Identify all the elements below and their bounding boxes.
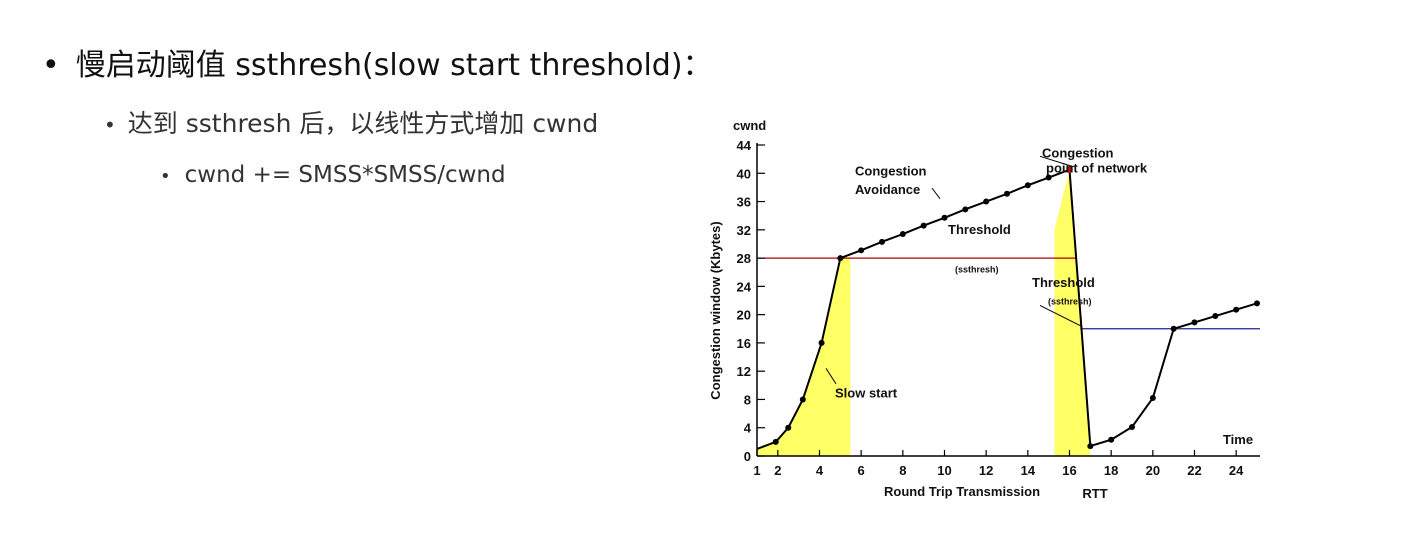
bullet-dot: • (160, 166, 171, 187)
y-top-label: cwnd (733, 118, 766, 133)
x-tick-label: 24 (1229, 463, 1244, 478)
data-point (983, 198, 990, 205)
data-point (837, 255, 844, 262)
threshold-lines (757, 257, 1260, 330)
data-point (1191, 319, 1198, 326)
x-tick-label: 12 (979, 463, 993, 478)
congestion-point-label-1: Congestion (1042, 146, 1114, 161)
y-tick-label: 32 (737, 223, 751, 238)
data-point (1254, 300, 1260, 307)
threshold-sublabel-1: (ssthresh) (955, 265, 999, 275)
data-point (879, 238, 885, 245)
y-tick-label: 40 (737, 166, 751, 181)
slow-start-fills (757, 169, 1091, 456)
data-point (1233, 306, 1240, 313)
y-tick-label: 12 (737, 364, 751, 379)
threshold-label-1: Threshold (948, 222, 1011, 237)
cwnd-line (756, 168, 1258, 450)
x-end-label: Time (1223, 432, 1253, 447)
x-tick-label: 6 (858, 463, 865, 478)
x-tick-label: 4 (816, 463, 824, 478)
x-axis-unit: RTT (1082, 486, 1107, 501)
x-tick-label: 16 (1062, 463, 1076, 478)
chart-labels: cwnd Congestion window (Kbytes) Round Trip… (708, 118, 1253, 501)
slow-start-fill-2 (1054, 169, 1091, 456)
bullet-level3: • cwnd += SMSS*SMSS/cwnd (160, 162, 506, 188)
data-point (962, 206, 969, 213)
threshold-pointer-2 (1039, 305, 1083, 328)
y-tick-label: 44 (737, 138, 752, 153)
data-point (899, 231, 906, 238)
slow-start-label: Slow start (835, 385, 898, 400)
y-tick-label: 0 (744, 449, 751, 464)
x-tick-label: 22 (1187, 463, 1201, 478)
x-tick-label: 18 (1104, 463, 1118, 478)
data-point (1045, 174, 1052, 181)
x-tick-label: 1 (753, 463, 760, 478)
y-tick-label: 8 (744, 392, 751, 407)
x-tick-label: 20 (1146, 463, 1160, 478)
data-point (1149, 395, 1156, 402)
threshold-sublabel-2: (ssthresh) (1048, 297, 1092, 307)
congestion-avoidance-label-1: Congestion (855, 163, 927, 178)
bullet-level1-text: 慢启动阈值 ssthresh(slow start threshold)： (75, 48, 713, 83)
data-point (818, 339, 825, 346)
peak-point (1066, 166, 1073, 173)
slow-start-fill-1 (757, 258, 851, 456)
x-tick-label: 2 (774, 463, 781, 478)
bullet-level1: • 慢启动阈值 ssthresh(slow start threshold)： (42, 40, 713, 84)
x-tick-label: 8 (899, 463, 906, 478)
data-point (799, 396, 806, 403)
y-tick-label: 16 (737, 336, 751, 351)
congestion-point-pointer (1039, 155, 1074, 168)
y-axis-label: Congestion window (Kbytes) (708, 221, 723, 399)
y-tick-label: 4 (744, 421, 752, 436)
bullet-level3-text: cwnd += SMSS*SMSS/cwnd (184, 162, 506, 188)
data-point (1024, 182, 1031, 189)
y-tick-label: 36 (737, 195, 751, 210)
data-point (858, 247, 865, 254)
y-tick-label: 20 (737, 308, 751, 323)
bullet-dot: • (42, 48, 60, 83)
data-point (1087, 443, 1094, 450)
bullet-level2: • 达到 ssthresh 后，以线性方式增加 cwnd (104, 104, 598, 140)
data-point (1129, 424, 1135, 431)
y-tick-label: 24 (737, 279, 752, 294)
congestion-point-label-2: point of network (1046, 161, 1148, 176)
y-tick-label: 28 (737, 251, 751, 266)
data-point (1004, 190, 1010, 197)
data-point (920, 222, 927, 229)
avoidance-pointer (931, 187, 941, 200)
bullet-level2-text: 达到 ssthresh 后，以线性方式增加 cwnd (127, 109, 599, 138)
data-point (941, 214, 948, 221)
congestion-avoidance-label-2: Avoidance (855, 182, 920, 197)
x-axis-label: Round Trip Transmission (884, 484, 1040, 499)
bullet-dot: • (104, 113, 116, 137)
x-tick-label: 14 (1021, 463, 1036, 478)
data-point (772, 438, 779, 445)
slow-start-pointer (825, 368, 837, 385)
data-point (1108, 436, 1115, 443)
data-point (1170, 325, 1177, 332)
data-point (1212, 313, 1219, 320)
threshold-label-2: Threshold (1032, 275, 1095, 290)
cwnd-series (756, 166, 1260, 450)
data-point (785, 424, 792, 431)
x-tick-label: 10 (937, 463, 951, 478)
